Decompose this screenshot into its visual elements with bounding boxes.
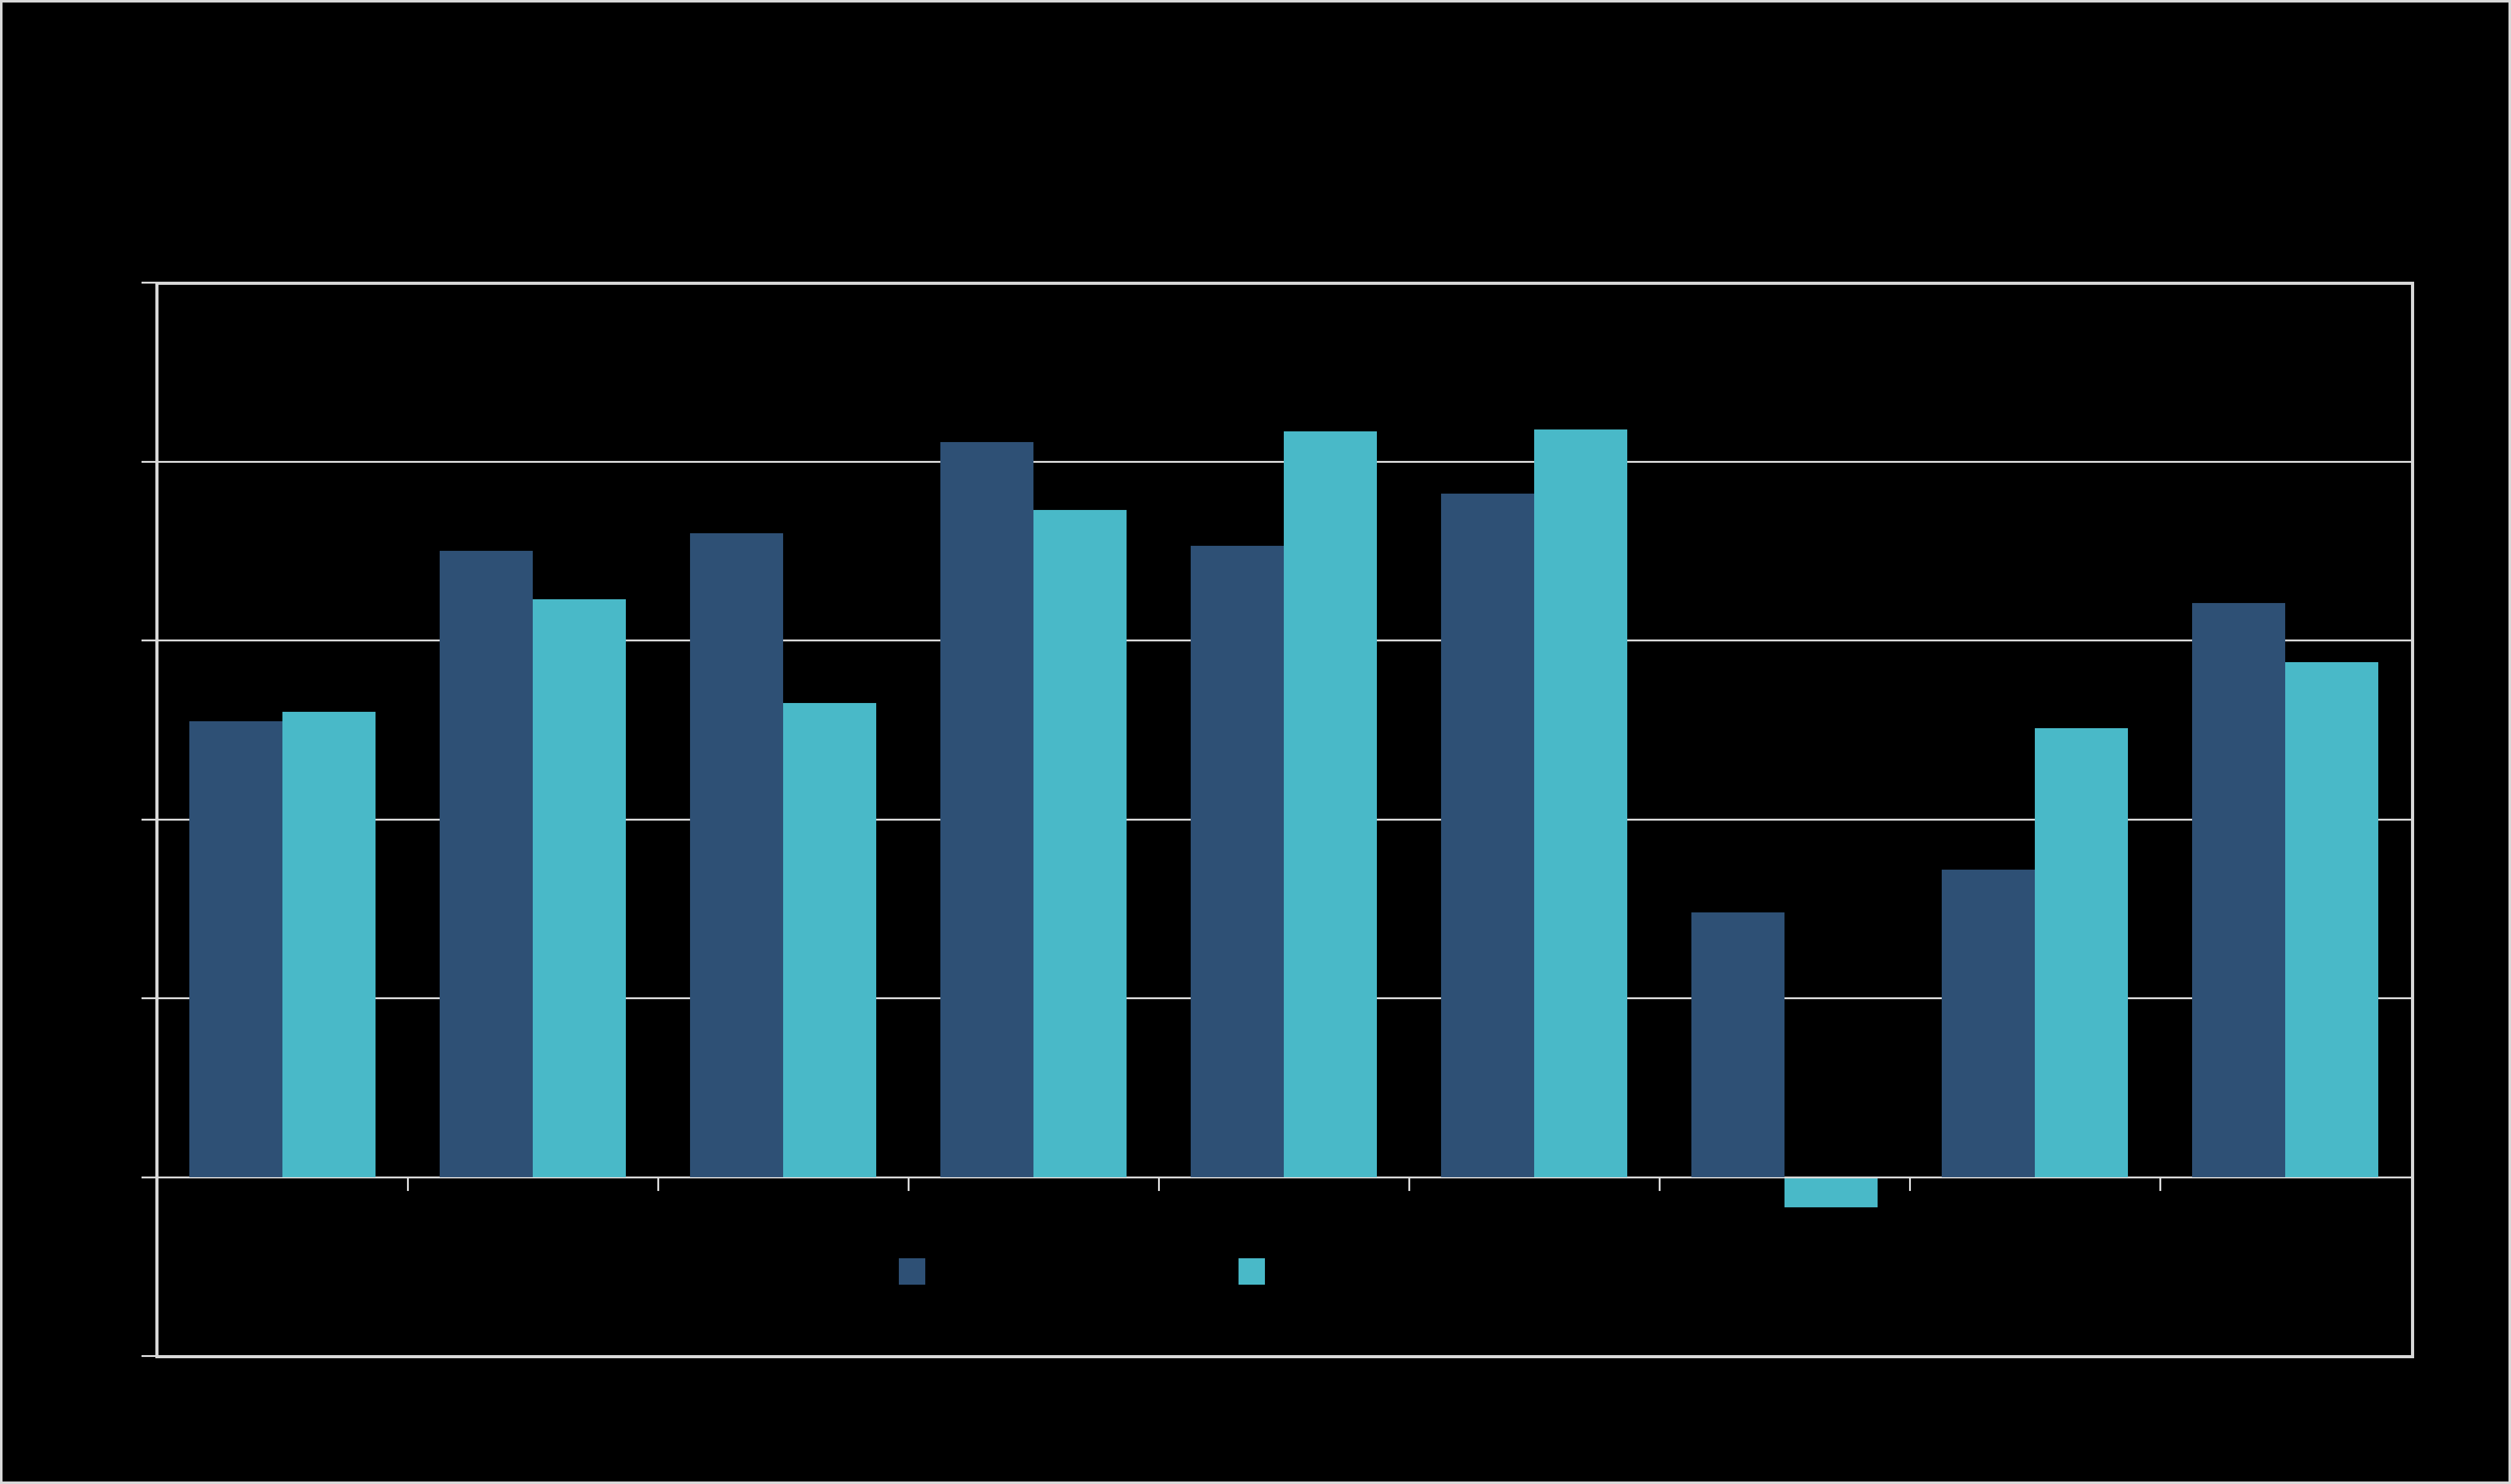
y-axis-tick bbox=[142, 640, 155, 641]
bar-series1-group7 bbox=[1691, 912, 1784, 1177]
bar-series1-group2 bbox=[440, 551, 533, 1177]
bar-series2-group8 bbox=[2035, 728, 2128, 1177]
bar-series1-group9 bbox=[2192, 603, 2285, 1177]
x-axis-line bbox=[159, 1177, 2411, 1178]
y-axis-tick bbox=[142, 997, 155, 999]
bar-series1-group6 bbox=[1441, 494, 1534, 1177]
bar-series2-group1 bbox=[282, 712, 376, 1177]
bar-series2-group9 bbox=[2285, 662, 2378, 1177]
y-axis-tick bbox=[142, 1355, 155, 1357]
bar-series2-group3 bbox=[783, 703, 876, 1177]
x-axis-tick bbox=[407, 1177, 409, 1191]
x-axis-tick bbox=[1909, 1177, 1911, 1191]
y-axis-tick bbox=[142, 282, 155, 284]
x-axis-tick bbox=[1659, 1177, 1661, 1191]
bar-series1-group3 bbox=[690, 533, 783, 1177]
plot-area-border bbox=[155, 282, 2414, 1358]
x-axis-tick bbox=[657, 1177, 659, 1191]
y-axis-tick bbox=[142, 1177, 155, 1178]
bar-series2-group6 bbox=[1534, 429, 1627, 1177]
x-axis-tick bbox=[908, 1177, 910, 1191]
bar-series1-group1 bbox=[189, 721, 282, 1177]
y-axis-tick bbox=[142, 461, 155, 463]
legend-marker-series1 bbox=[899, 1258, 925, 1285]
y-axis-tick bbox=[142, 819, 155, 821]
x-axis-tick bbox=[1408, 1177, 1410, 1191]
bar-series2-group2 bbox=[533, 599, 626, 1177]
x-axis-tick bbox=[1158, 1177, 1160, 1191]
bar-series2-group7 bbox=[1784, 1178, 1878, 1207]
bar-series2-group5 bbox=[1284, 431, 1377, 1177]
bar-series1-group4 bbox=[940, 442, 1033, 1177]
bar-series1-group8 bbox=[1942, 870, 2035, 1177]
x-axis-tick bbox=[2159, 1177, 2161, 1191]
legend-marker-series2 bbox=[1239, 1258, 1265, 1285]
bar-series2-group4 bbox=[1033, 510, 1127, 1177]
bar-series1-group5 bbox=[1191, 546, 1284, 1177]
